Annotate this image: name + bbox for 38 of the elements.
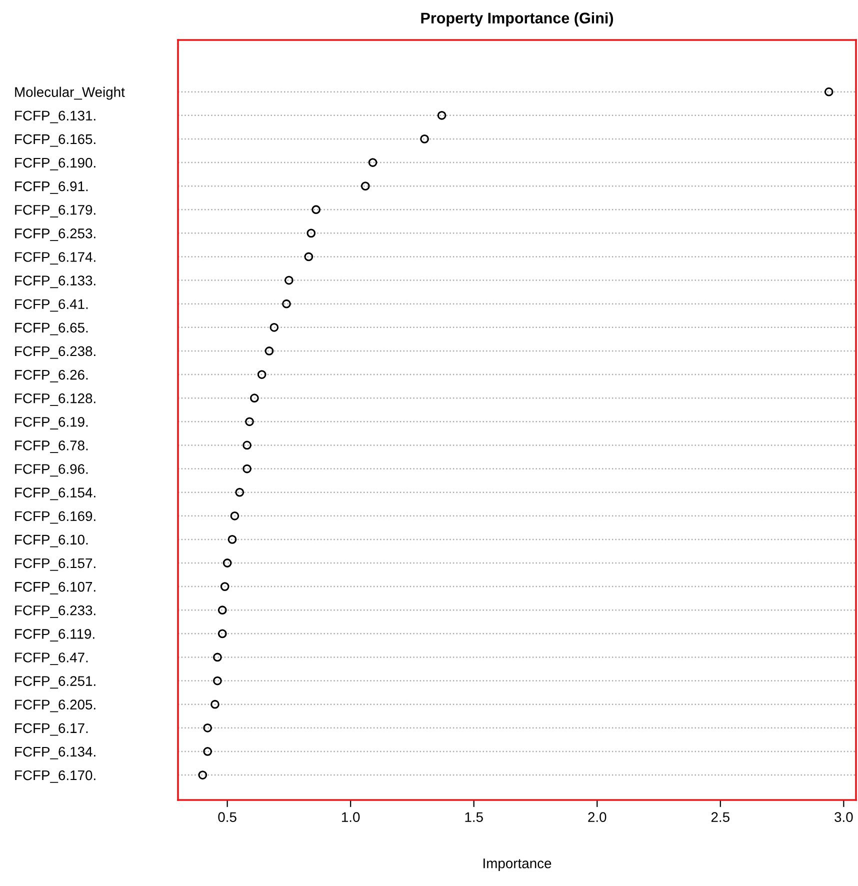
y-tick-label: FCFP_6.251. <box>15 676 96 689</box>
y-tick-label: FCFP_6.134. <box>15 746 96 760</box>
y-tick-label: FCFP_6.233. <box>15 605 96 618</box>
x-tick-label: 2.0 <box>588 812 606 822</box>
y-tick-label: FCFP_6.169. <box>15 511 96 524</box>
y-tick-label: FCFP_6.78. <box>15 440 88 453</box>
y-tick-label: FCFP_6.133. <box>15 276 96 288</box>
y-tick-label: FCFP_6.41. <box>15 299 88 312</box>
y-tick-label: Molecular_Weight <box>15 86 125 100</box>
y-tick-label: FCFP_6.205. <box>15 700 96 712</box>
y-tick-label: FCFP_6.96. <box>15 464 88 477</box>
y-tick-label: FCFP_6.157. <box>15 558 96 571</box>
y-tick-label: FCFP_6.91. <box>15 181 88 194</box>
chart-title: Property Importance (Gini) <box>421 12 614 27</box>
y-tick-label: FCFP_6.131. <box>15 110 96 124</box>
x-tick-label: 3.0 <box>834 812 853 822</box>
y-tick-label: FCFP_6.170. <box>15 770 96 783</box>
y-tick-label: FCFP_6.253. <box>15 228 96 241</box>
y-tick-label: FCFP_6.10. <box>15 534 88 548</box>
y-tick-label: FCFP_6.238. <box>15 346 96 359</box>
y-tick-label: FCFP_6.107. <box>15 582 96 594</box>
y-tick-label: FCFP_6.65. <box>15 322 88 336</box>
y-tick-label: FCFP_6.154. <box>15 488 96 500</box>
y-tick-label: FCFP_6.179. <box>15 204 96 218</box>
y-tick-label: FCFP_6.26. <box>15 370 88 382</box>
x-tick-label: 0.5 <box>218 812 236 822</box>
x-tick-label: 1.0 <box>342 812 360 822</box>
x-tick-label: 2.5 <box>711 812 730 822</box>
y-tick-label: FCFP_6.174. <box>15 252 96 265</box>
y-tick-label: FCFP_6.19. <box>15 416 88 430</box>
y-tick-label: FCFP_6.47. <box>15 652 88 666</box>
y-tick-label: FCFP_6.17. <box>15 723 88 736</box>
y-tick-label: FCFP_6.165. <box>15 134 96 147</box>
y-tick-label: FCFP_6.190. <box>15 158 96 170</box>
x-axis-title: Importance <box>484 858 552 872</box>
y-tick-label: FCFP_6.128. <box>15 393 96 406</box>
y-tick-label: FCFP_6.119. <box>15 629 94 642</box>
x-tick-label: 1.5 <box>465 812 483 822</box>
